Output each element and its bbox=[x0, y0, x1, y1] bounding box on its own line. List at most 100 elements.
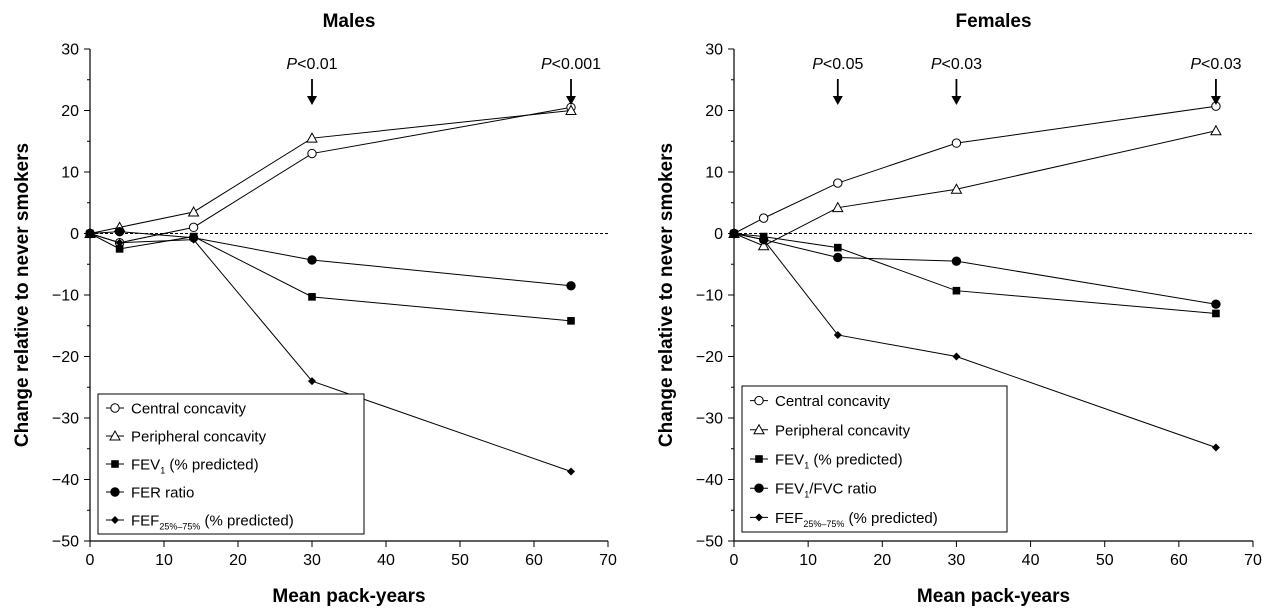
marker-diamond bbox=[86, 229, 94, 238]
chart-panel-males: Males 30 20 10 0 −10 −20 −30 −40 −50 0 10 20 30 40 50 60… bbox=[12, 11, 617, 607]
marker-open-triangle bbox=[831, 201, 844, 213]
series-line bbox=[89, 233, 572, 322]
marker-open-triangle bbox=[753, 423, 765, 435]
marker-open-circle bbox=[188, 222, 199, 233]
p-value-label: P<0.01 bbox=[286, 56, 337, 73]
series-open-circle bbox=[729, 101, 1221, 239]
marker-square bbox=[834, 243, 842, 252]
marker-circle bbox=[566, 281, 576, 291]
marker-diamond bbox=[952, 352, 961, 361]
p-value-annotation: P<0.03 bbox=[1190, 56, 1242, 105]
marker-open-triangle bbox=[109, 429, 121, 441]
marker-circle bbox=[1211, 299, 1221, 309]
y-tick-label: −30 bbox=[696, 411, 723, 428]
y-tick-label: 20 bbox=[61, 103, 79, 120]
marker-square bbox=[115, 245, 124, 253]
legend-box bbox=[97, 393, 365, 535]
series-open-triangle bbox=[84, 104, 577, 238]
marker-diamond bbox=[115, 238, 124, 247]
x-tick-label: 10 bbox=[155, 552, 173, 569]
marker-open-circle bbox=[951, 138, 962, 148]
marker-square bbox=[1212, 309, 1220, 318]
x-tick-label: 40 bbox=[377, 552, 395, 569]
p-value-label: P<0.001 bbox=[541, 56, 601, 73]
y-tick-label: 10 bbox=[61, 165, 79, 182]
marker-diamond bbox=[111, 516, 119, 524]
y-tick-label: −10 bbox=[52, 288, 79, 305]
y-tick-label: −20 bbox=[52, 349, 79, 366]
series-square bbox=[730, 229, 1220, 318]
marker-open-triangle bbox=[306, 132, 318, 143]
marker-diamond bbox=[759, 235, 768, 244]
p-value-annotation: P<0.03 bbox=[931, 56, 982, 105]
marker-circle bbox=[110, 487, 120, 497]
x-tick-label: 0 bbox=[86, 552, 95, 569]
marker-square bbox=[308, 293, 316, 301]
marker-open-triangle bbox=[757, 239, 770, 251]
marker-open-circle bbox=[754, 395, 764, 406]
arrow-head bbox=[1210, 96, 1221, 105]
legend-label: FEF25%–75% (% predicted) bbox=[131, 513, 294, 532]
p-value-label: P<0.03 bbox=[1190, 56, 1241, 73]
x-tick-label: 60 bbox=[1170, 552, 1188, 569]
chart-panel-females: Females 30 20 10 0 −10 −20 −30 −40 −50 0 10 20 30 40 50… bbox=[656, 11, 1262, 607]
marker-circle bbox=[307, 255, 317, 265]
p-value-annotation: P<0.001 bbox=[541, 56, 601, 105]
y-tick-label: 0 bbox=[714, 226, 723, 243]
legend-label: Peripheral concavity bbox=[775, 422, 911, 439]
marker-square bbox=[952, 286, 961, 295]
y-tick-label: −40 bbox=[696, 472, 723, 489]
arrow-head bbox=[832, 96, 843, 105]
marker-open-triangle bbox=[1210, 124, 1222, 136]
x-tick-label: 30 bbox=[948, 552, 966, 569]
y-tick-label: 0 bbox=[70, 226, 79, 243]
y-tick-label: −10 bbox=[696, 288, 723, 305]
marker-open-circle bbox=[758, 213, 769, 223]
p-value-label: P<0.05 bbox=[812, 56, 863, 73]
series-line bbox=[733, 105, 1216, 234]
marker-open-triangle bbox=[950, 183, 963, 194]
x-tick-label: 70 bbox=[1244, 552, 1262, 569]
series-line bbox=[89, 110, 572, 234]
marker-square bbox=[567, 317, 575, 325]
y-tick-label: 10 bbox=[705, 165, 723, 182]
series-open-circle bbox=[85, 102, 576, 248]
series-diamond bbox=[730, 229, 1220, 452]
x-axis-label: Mean pack-years bbox=[272, 586, 425, 607]
marker-square bbox=[111, 460, 119, 468]
marker-square bbox=[755, 455, 763, 463]
y-tick-label: −40 bbox=[52, 472, 79, 489]
legend-box bbox=[741, 385, 1008, 533]
legend-label: FEV1 (% predicted) bbox=[775, 452, 903, 471]
legend-label: FEV1 (% predicted) bbox=[131, 457, 259, 476]
series-line bbox=[733, 233, 1217, 305]
y-tick-label: −50 bbox=[52, 534, 79, 551]
legend: Central concavity Peripheral concavity FEV… bbox=[741, 385, 1008, 533]
legend-label: Central concavity bbox=[131, 401, 247, 418]
x-tick-label: 10 bbox=[799, 552, 817, 569]
x-tick-label: 20 bbox=[873, 552, 891, 569]
marker-diamond bbox=[833, 330, 842, 339]
marker-open-triangle bbox=[187, 205, 200, 217]
legend-label: FEV1/FVC ratio bbox=[775, 481, 877, 500]
y-axis-label: Change relative to never smokers bbox=[12, 143, 33, 447]
series-line bbox=[89, 231, 572, 287]
series-diamond bbox=[86, 229, 575, 476]
y-tick-label: −20 bbox=[696, 349, 723, 366]
marker-open-triangle bbox=[565, 104, 577, 115]
y-tick-label: −50 bbox=[696, 534, 723, 551]
marker-diamond bbox=[755, 513, 763, 522]
arrow-head bbox=[307, 96, 317, 105]
legend-label: FEF25%–75% (% predicted) bbox=[775, 510, 938, 529]
legend-label: Central concavity bbox=[775, 393, 891, 410]
x-tick-label: 20 bbox=[229, 552, 247, 569]
x-tick-label: 50 bbox=[451, 552, 469, 569]
series-circle bbox=[729, 228, 1221, 309]
legend-label: FER ratio bbox=[131, 485, 194, 502]
series-square bbox=[86, 229, 575, 325]
p-value-annotation: P<0.01 bbox=[286, 56, 338, 105]
x-tick-label: 60 bbox=[525, 552, 543, 569]
chart-title: Females bbox=[955, 11, 1031, 32]
marker-open-circle bbox=[307, 148, 317, 159]
series-open-triangle bbox=[728, 124, 1222, 251]
